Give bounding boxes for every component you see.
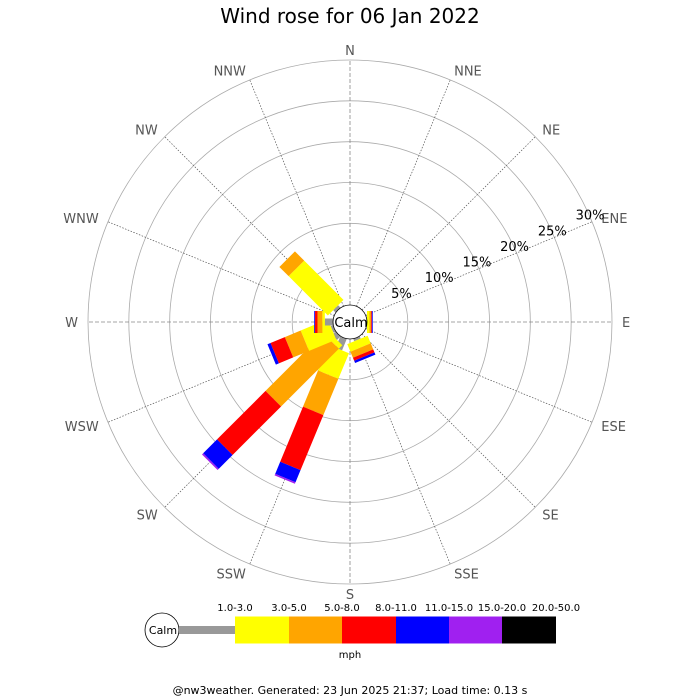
direction-spokes bbox=[88, 60, 612, 584]
bar-sw-bin-5 bbox=[202, 453, 219, 470]
direction-label-n: N bbox=[345, 44, 355, 59]
spoke-sw bbox=[164, 333, 339, 508]
legend-swatch-5 bbox=[449, 616, 502, 644]
bar-ssw-bin-5 bbox=[274, 473, 296, 484]
legend-label-4: 11.0-15.0 bbox=[425, 603, 473, 614]
bar-ssw-bin-4 bbox=[275, 461, 301, 483]
bar-e-bin-3 bbox=[371, 311, 372, 333]
bar-sse-bin-3 bbox=[352, 349, 375, 361]
spoke-wnw bbox=[107, 221, 335, 316]
bar-sw-bin-3 bbox=[217, 390, 282, 455]
bar-w-bin-0 bbox=[324, 318, 333, 326]
bar-sse-bin-0 bbox=[353, 336, 361, 342]
bar-sw-bin-0 bbox=[332, 331, 341, 340]
direction-label-nnw: NNW bbox=[214, 65, 246, 80]
spoke-ssw bbox=[249, 337, 344, 565]
bar-nw-bin-2 bbox=[279, 251, 305, 277]
legend-label-5: 15.0-20.0 bbox=[478, 603, 526, 614]
legend-label-6: 20.0-50.0 bbox=[532, 603, 580, 614]
legend-units: mph bbox=[339, 650, 361, 661]
calm-circle bbox=[332, 304, 368, 340]
radial-tick-label: 20% bbox=[500, 240, 529, 255]
speed-legend: Calm 1.0-3.0 3.0-5.0 5.0-8.0 8.0-11.0 11.0-15… bbox=[144, 603, 580, 661]
legend-swatch-1 bbox=[235, 616, 289, 644]
bar-sse-bin-4 bbox=[354, 352, 376, 364]
direction-label-nne: NNE bbox=[454, 65, 482, 80]
radial-tick-label: 5% bbox=[391, 287, 412, 302]
bar-sw-bin-2 bbox=[265, 333, 339, 407]
bar-e-bin-2 bbox=[369, 311, 372, 333]
legend-swatch-0 bbox=[179, 626, 235, 634]
chart-title: Wind rose for 06 Jan 2022 bbox=[220, 4, 480, 28]
bar-ssw-bin-2 bbox=[303, 370, 339, 416]
bar-nw-bin-0 bbox=[333, 305, 341, 313]
bar-sse-bin-2 bbox=[350, 343, 374, 358]
spoke-ene bbox=[365, 221, 593, 316]
bar-w-bin-2 bbox=[317, 311, 323, 333]
spoke-sse bbox=[356, 337, 451, 565]
direction-label-nw: NW bbox=[135, 124, 158, 139]
direction-label-e: E bbox=[622, 316, 630, 331]
bar-wsw-bin-2 bbox=[284, 330, 310, 358]
legend-swatch-3 bbox=[342, 616, 396, 644]
bar-wsw-bin-4 bbox=[267, 343, 279, 365]
direction-label-ssw: SSW bbox=[217, 567, 247, 582]
radial-tick-label: 30% bbox=[576, 209, 605, 224]
legend-calm-label: Calm bbox=[149, 624, 177, 637]
bar-e-bin-4 bbox=[371, 311, 373, 333]
radial-tick-labels: 5% 10% 15% 20% 25% 30% bbox=[391, 209, 604, 302]
radial-ring bbox=[291, 263, 409, 381]
legend-swatch-6 bbox=[502, 616, 556, 644]
spoke-nnw bbox=[249, 79, 344, 307]
legend-label-0: 1.0-3.0 bbox=[217, 603, 252, 614]
bar-sw-bin-4 bbox=[203, 439, 233, 469]
radial-tick-label: 25% bbox=[538, 224, 567, 239]
legend-label-1: 3.0-5.0 bbox=[271, 603, 306, 614]
direction-label-se: SE bbox=[542, 508, 558, 523]
footer-text: @nw3weather. Generated: 23 Jun 2025 21:3… bbox=[172, 684, 528, 697]
legend-label-3: 8.0-11.0 bbox=[375, 603, 417, 614]
direction-label-ne: NE bbox=[542, 124, 560, 139]
bar-ssw-bin-3 bbox=[280, 406, 324, 471]
bar-w-bin-3 bbox=[315, 311, 318, 333]
radial-ring bbox=[87, 59, 613, 585]
spoke-ese bbox=[365, 328, 593, 423]
direction-label-ese: ESE bbox=[601, 420, 626, 435]
direction-label-wsw: WSW bbox=[65, 420, 99, 435]
spoke-nne bbox=[356, 79, 451, 307]
radial-tick-label: 10% bbox=[425, 271, 454, 286]
wind-bars bbox=[202, 251, 376, 484]
direction-label-s: S bbox=[346, 588, 354, 603]
bar-sse-bin-1 bbox=[347, 335, 371, 352]
calm-label: Calm bbox=[334, 316, 367, 331]
direction-label-sw: SW bbox=[137, 508, 158, 523]
spoke-ne bbox=[361, 136, 536, 311]
bar-wsw-bin-3 bbox=[270, 337, 294, 364]
bar-e-bin-1 bbox=[367, 311, 370, 333]
spoke-se bbox=[361, 333, 536, 508]
direction-label-sse: SSE bbox=[454, 567, 479, 582]
direction-label-w: W bbox=[65, 316, 78, 331]
bar-wsw-bin-0 bbox=[330, 325, 336, 333]
spoke-wsw bbox=[107, 328, 335, 423]
bar-nw-bin-1 bbox=[288, 260, 344, 316]
calm-indicator: Calm bbox=[332, 304, 368, 340]
bar-w-bin-4 bbox=[314, 311, 316, 333]
legend-swatch-4 bbox=[396, 616, 449, 644]
spoke-nw bbox=[164, 136, 339, 311]
bar-w-bin-1 bbox=[322, 311, 325, 333]
direction-label-ene: ENE bbox=[601, 212, 627, 227]
direction-labels: N NNE NE ENE E ESE SE SSE S SSW SW WSW W WNW NW NNW bbox=[63, 44, 630, 603]
direction-label-wnw: WNW bbox=[63, 212, 99, 227]
bar-wsw-bin-1 bbox=[300, 319, 337, 351]
legend-swatch-2 bbox=[289, 616, 342, 644]
radial-tick-label: 15% bbox=[462, 256, 491, 271]
legend-label-2: 5.0-8.0 bbox=[324, 603, 359, 614]
